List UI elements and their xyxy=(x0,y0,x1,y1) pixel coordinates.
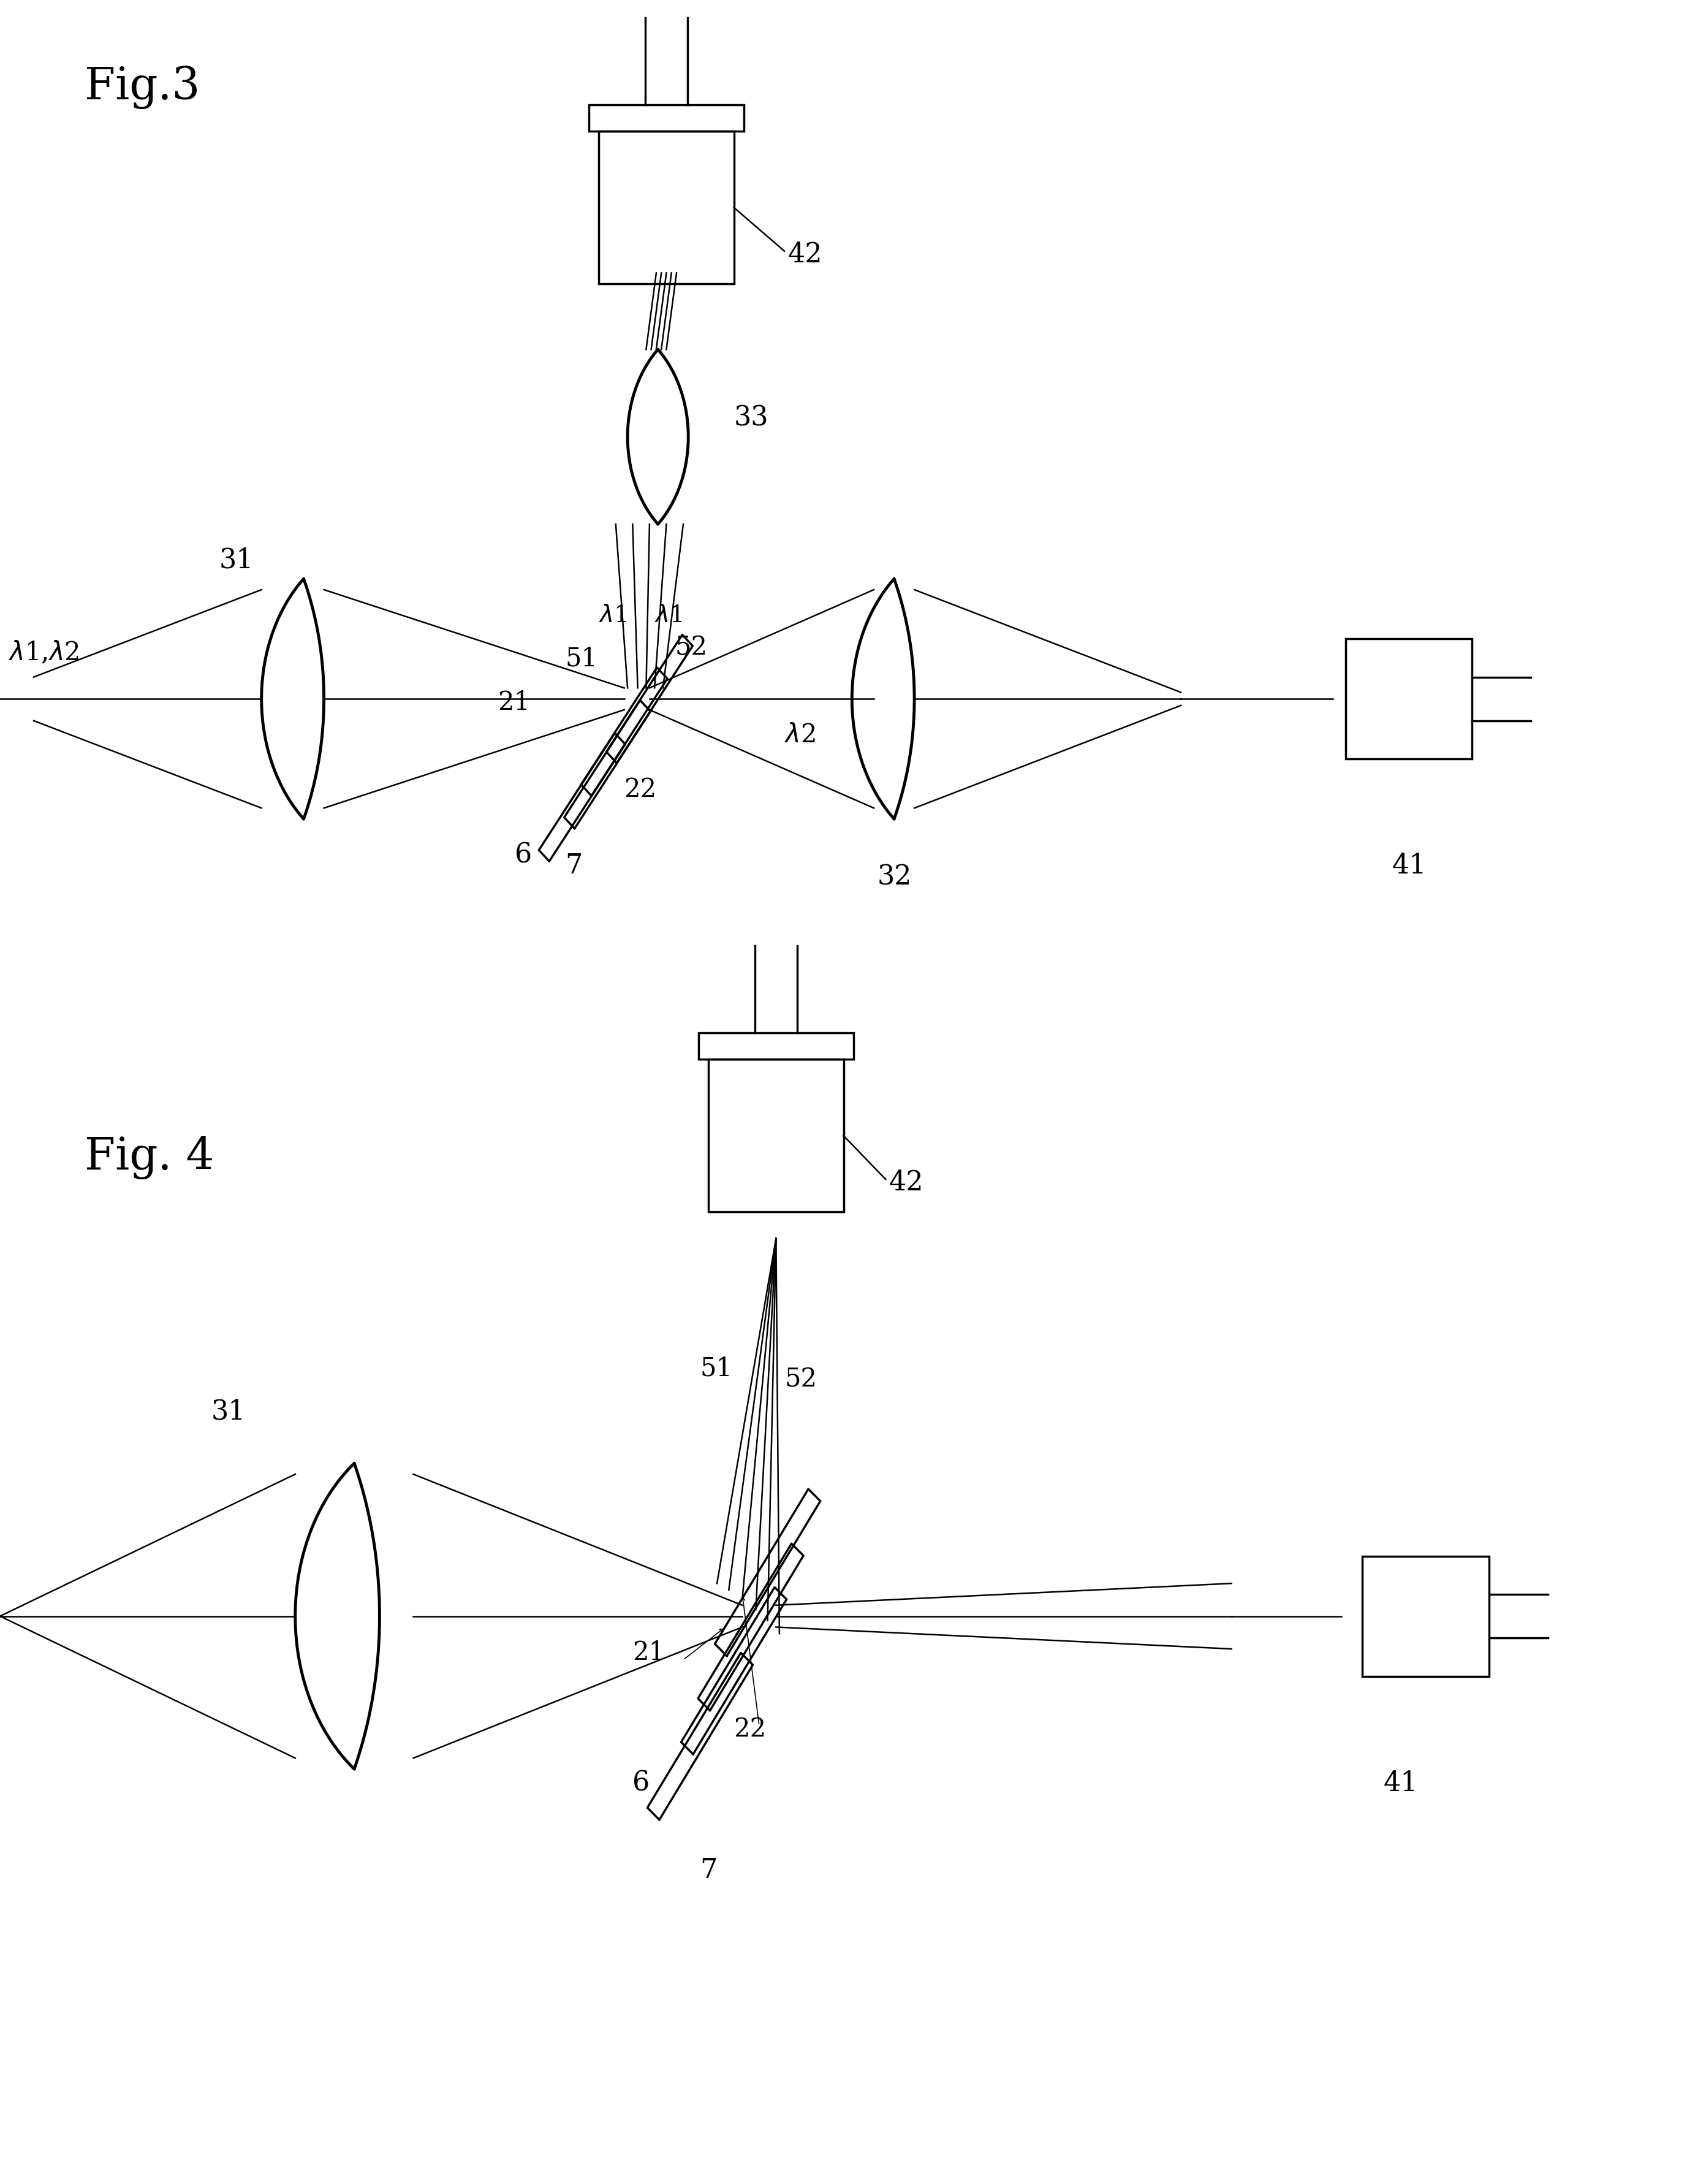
Text: $\lambda$1: $\lambda$1 xyxy=(655,605,683,627)
Text: 7: 7 xyxy=(700,1856,717,1885)
Text: 52: 52 xyxy=(784,1367,817,1393)
Bar xyxy=(698,1033,854,1059)
Text: 21: 21 xyxy=(498,690,530,716)
Text: 31: 31 xyxy=(211,1398,246,1426)
Bar xyxy=(1363,1555,1490,1677)
Text: 31: 31 xyxy=(219,546,255,574)
Text: 7: 7 xyxy=(565,852,582,880)
Text: 51: 51 xyxy=(565,646,597,673)
Text: 42: 42 xyxy=(788,240,823,269)
Text: $\lambda$1: $\lambda$1 xyxy=(599,605,628,627)
Text: 52: 52 xyxy=(675,636,707,662)
Text: 41: 41 xyxy=(1392,852,1427,880)
Text: 41: 41 xyxy=(1383,1769,1419,1797)
Text: Fig. 4: Fig. 4 xyxy=(84,1136,214,1179)
Bar xyxy=(589,105,744,131)
Text: Fig.3: Fig.3 xyxy=(84,66,199,109)
Text: 22: 22 xyxy=(734,1717,766,1743)
Text: 6: 6 xyxy=(633,1769,649,1797)
Text: 32: 32 xyxy=(877,863,913,891)
Text: 21: 21 xyxy=(633,1640,665,1666)
Text: 22: 22 xyxy=(624,778,656,804)
Bar xyxy=(1346,638,1471,760)
Text: 33: 33 xyxy=(734,404,769,432)
Bar xyxy=(709,1059,844,1212)
Bar xyxy=(599,131,734,284)
Text: $\lambda$1,$\lambda$2: $\lambda$1,$\lambda$2 xyxy=(8,640,79,666)
Text: $\lambda$2: $\lambda$2 xyxy=(784,723,817,749)
Text: 51: 51 xyxy=(700,1356,732,1382)
Text: 42: 42 xyxy=(889,1168,924,1197)
Text: 6: 6 xyxy=(515,841,531,869)
